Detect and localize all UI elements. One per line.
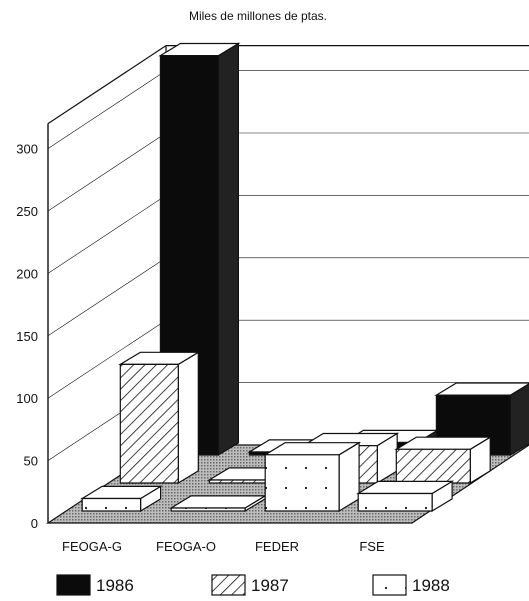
legend-label: 1986 — [96, 576, 134, 595]
legend-item: 1987 — [211, 574, 289, 596]
bar-1988-FEOGA-O — [169, 494, 268, 513]
chart-title: Miles de millones de ptas. — [189, 9, 327, 23]
bar-1988-FEDER — [263, 441, 362, 513]
bars — [80, 42, 529, 513]
bar-front — [81, 497, 142, 512]
x-tick-label: FEOGA-G — [62, 539, 122, 554]
y-tick-label: 50 — [24, 454, 38, 469]
bar-front — [119, 363, 179, 484]
y-tick-label: 0 — [31, 516, 38, 531]
legend-item: 1988 — [372, 574, 450, 596]
legend-label: 1987 — [251, 576, 289, 595]
legend: 1986 1987 1988 — [56, 574, 450, 596]
x-tick-label: FEOGA-O — [156, 539, 216, 554]
bar-1988-FSE — [356, 480, 455, 513]
bar-front — [357, 492, 433, 512]
bar-1987-FEOGA-G — [118, 351, 201, 485]
legend-swatch — [372, 574, 407, 596]
legend-swatch — [56, 574, 91, 596]
x-tick-label: FEDER — [255, 539, 299, 554]
legend-label: 1988 — [412, 576, 450, 595]
y-tick-label: 150 — [16, 329, 38, 344]
y-tick-label: 250 — [16, 204, 38, 219]
bar-side — [217, 42, 239, 457]
bar-front — [170, 507, 246, 512]
x-axis: FEOGA-G FEOGA-O FEDER FSE — [62, 539, 385, 554]
bar-front — [395, 448, 471, 484]
y-axis: 0 50 100 150 200 250 300 — [16, 142, 38, 531]
y-tick-label: 300 — [16, 142, 38, 157]
legend-swatch — [211, 574, 246, 596]
y-tick-label: 200 — [16, 266, 38, 281]
bar-1988-FEOGA-G — [80, 485, 163, 513]
bar-side — [177, 351, 199, 485]
bar-front — [264, 454, 340, 512]
bar-1987-FSE — [394, 436, 493, 485]
x-tick-label: FSE — [359, 539, 385, 554]
legend-item: 1986 — [56, 574, 134, 596]
y-tick-label: 100 — [16, 391, 38, 406]
